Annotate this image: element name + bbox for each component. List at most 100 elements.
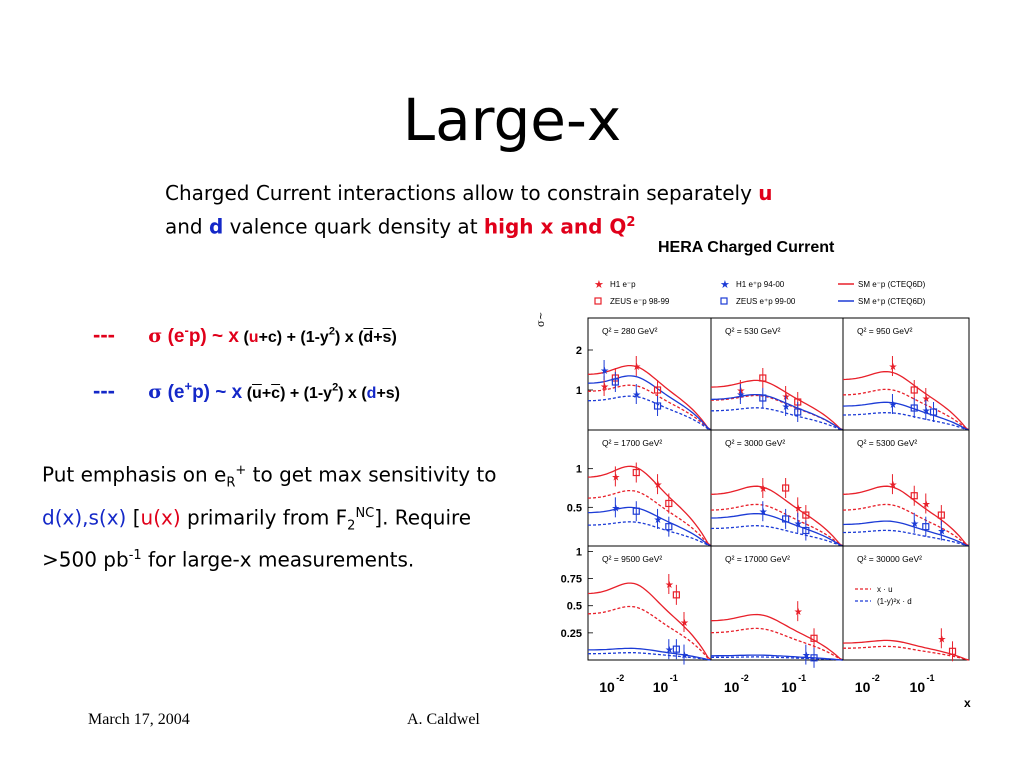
em-point-zeus [653, 386, 662, 394]
legend-entry: H1 e⁺p 94-00 [736, 280, 785, 289]
em-point-zeus [948, 647, 957, 655]
em-point-zeus [937, 511, 945, 519]
em-point-h1: ★ [759, 484, 768, 495]
x-tick-exponent: -1 [670, 673, 678, 683]
ep-point-zeus [794, 408, 802, 416]
panel-q2-label: Q² = 1700 GeV² [602, 438, 662, 448]
x-axis-label: x [964, 696, 971, 708]
em-point-zeus [782, 484, 790, 492]
sm-ep-curve [588, 647, 712, 661]
ep-point-h1: ★ [600, 366, 609, 377]
chart-title: HERA Charged Current [658, 239, 835, 256]
x-tick-exponent: -2 [616, 673, 624, 683]
em-point-h1: ★ [680, 618, 689, 629]
legend-marker-box [720, 297, 728, 305]
ep-point-zeus [759, 394, 767, 402]
panel-q2-label: Q² = 3000 GeV² [725, 438, 785, 448]
em-point-h1: ★ [782, 392, 791, 403]
footer-author: A. Caldwel [407, 711, 480, 728]
em-point-zeus [802, 511, 810, 519]
legend-marker-star: ★ [594, 278, 604, 291]
ep-point-h1: ★ [910, 519, 919, 530]
em-point-zeus [810, 634, 818, 642]
em-point-zeus [759, 374, 767, 382]
xd-curve [588, 395, 712, 431]
ep-point-h1: ★ [802, 651, 811, 662]
y-tick-label: 1 [576, 385, 582, 397]
xu-curve [587, 605, 712, 661]
hera-cc-figure: HERA Charged Current ★ H1 e⁻p ★ H1 e⁺p 94-00… [536, 232, 984, 708]
x-tick-label: 10 [653, 679, 669, 695]
sm-ep-curve [711, 512, 844, 547]
em-point-h1: ★ [654, 480, 663, 491]
legend-entry: SM e⁻p (CTEQ6D) [858, 280, 926, 289]
ep-point-zeus [910, 404, 918, 412]
formula-eplus: --- σ (e+p) ~ x (u+c) + (1-y2) x (d+s) [93, 378, 401, 403]
ep-point-zeus [672, 645, 680, 653]
xu-curve [842, 388, 970, 431]
sm-ep-curve [710, 393, 844, 431]
y-tick-label: 0.5 [567, 601, 582, 613]
y-axis-label: σ~ [536, 312, 547, 327]
slide-title: Large-x [402, 86, 622, 154]
panel-q2-label: Q² = 17000 GeV² [725, 554, 790, 564]
ep-point-zeus [802, 526, 810, 535]
x-tick-exponent: -2 [741, 673, 749, 683]
panel-q2-label: Q² = 950 GeV² [857, 326, 913, 336]
em-point-h1: ★ [794, 503, 803, 514]
xu-curve [710, 503, 844, 547]
ep-point-zeus [611, 378, 619, 386]
sm-ep-curve [842, 520, 970, 547]
em-point-h1: ★ [937, 634, 946, 645]
sm-em-curve [587, 364, 712, 431]
y-tick-label: 1 [576, 546, 582, 558]
sm-em-curve [587, 465, 712, 547]
xd-curve [711, 407, 844, 431]
xu-curve [587, 489, 712, 547]
ep-point-h1: ★ [759, 507, 768, 518]
panel-q2-label: Q² = 9500 GeV² [602, 554, 662, 564]
emphasis-text: Put emphasis on eR+ to get max sensitivi… [42, 462, 497, 572]
hera-cc-chart: HERA Charged Current ★ H1 e⁻p ★ H1 e⁺p 94-00… [536, 239, 971, 708]
ep-point-h1: ★ [665, 645, 674, 656]
ep-point-h1: ★ [736, 390, 745, 401]
y-tick-label: 0.75 [561, 574, 582, 586]
formula-eminus: --- σ (e-p) ~ x (u+c) + (1-y2) x (d+s) [93, 322, 397, 347]
y-tick-label: 2 [576, 345, 582, 357]
y-tick-label: 0.25 [561, 628, 582, 640]
ep-point-h1: ★ [680, 651, 689, 662]
ep-point-zeus [632, 507, 640, 515]
ep-point-zeus [665, 523, 673, 531]
ep-point-zeus [810, 654, 818, 662]
ep-point-zeus [922, 523, 930, 531]
ep-point-h1: ★ [654, 515, 663, 526]
legend-entry: SM e⁺p (CTEQ6D) [858, 297, 926, 306]
sm-em-curve [842, 639, 970, 661]
em-point-zeus [632, 468, 640, 477]
em-point-h1: ★ [794, 607, 803, 618]
xu-legend-label: x · u [877, 585, 893, 594]
x-tick-label: 10 [724, 679, 740, 695]
legend-entry: ZEUS e⁺p 99-00 [736, 297, 796, 306]
em-point-zeus [910, 386, 918, 394]
legend-entry: ZEUS e⁻p 98-99 [610, 297, 670, 306]
sm-ep-curve [711, 654, 844, 661]
xd-curve [588, 521, 712, 547]
em-point-h1: ★ [611, 472, 620, 483]
sm-em-curve [842, 485, 970, 547]
ep-point-h1: ★ [632, 390, 641, 401]
legend-entry: H1 e⁻p [610, 280, 636, 289]
ep-point-zeus [782, 515, 790, 523]
panel-q2-label: Q² = 5300 GeV² [857, 438, 917, 448]
sm-ep-curve [587, 375, 712, 431]
em-point-h1: ★ [600, 382, 609, 393]
em-point-zeus [910, 492, 918, 500]
xd-curve [843, 529, 970, 547]
xd-curve [710, 656, 844, 661]
panel-q2-label: Q² = 30000 GeV² [857, 554, 922, 564]
x-tick-exponent: -1 [927, 673, 935, 683]
em-point-h1: ★ [888, 362, 897, 373]
em-point-h1: ★ [665, 580, 674, 591]
intro-text: Charged Current interactions allow to co… [165, 181, 773, 239]
xd-curve [843, 412, 970, 431]
